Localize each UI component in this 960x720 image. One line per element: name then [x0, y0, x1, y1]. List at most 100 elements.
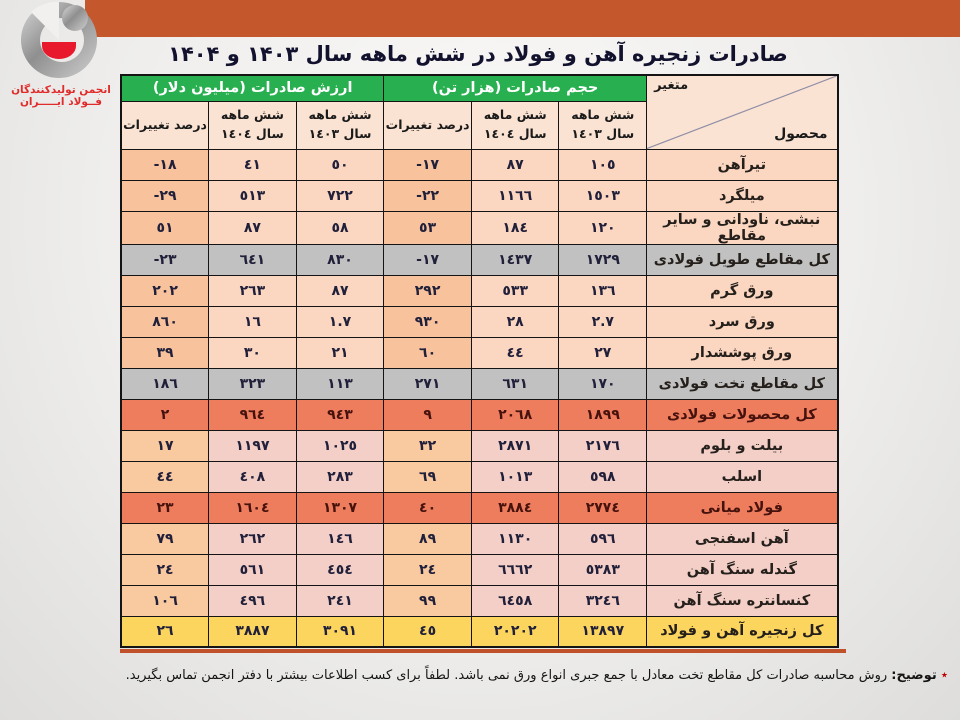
value-cell: ٧٢٢ [295, 179, 385, 212]
volume-cell: -١٧ [383, 243, 472, 276]
value-cell: ٥١٣ [208, 179, 297, 212]
volume-cell: ١١٣٠ [470, 522, 560, 555]
volume-cell: ١٥٠٣ [558, 179, 648, 212]
volume-cell: ٦٩ [383, 460, 472, 493]
table-row: اسلب ٥٩٨ ١٠١٣ ٦٩ ٢٨٣ ٤٠٨ ٤٤ [120, 460, 839, 493]
volume-cell: ٢٩٢ [383, 274, 472, 307]
corner-product-label: محصول [774, 125, 828, 142]
volume-cell: ٦٦٦٢ [470, 553, 560, 586]
volume-cell: ١٣٦ [558, 274, 648, 307]
value-cell: ٤٩٦ [208, 584, 297, 617]
volume-cell: ٩ [383, 398, 472, 431]
value-cell: ٢٤١ [295, 584, 385, 617]
volume-1403-header: شش ماهه سال ١٤٠٣ [558, 100, 648, 150]
product-cell: کل مقاطع تخت فولادی [646, 367, 839, 400]
value-cell: ٣٨٨٧ [208, 615, 297, 648]
steel-association-logo-icon [21, 1, 98, 78]
value-cell: ١.٧ [295, 305, 385, 338]
volume-cell: ١٧٠ [558, 367, 648, 400]
table-row: بیلت و بلوم ٢١٧٦ ٢٨٧١ ٣٢ ١٠٢٥ ١١٩٧ ١٧ [120, 429, 839, 462]
value-cell: ٣٠٩١ [295, 615, 385, 648]
volume-cell: ١٨٤ [470, 210, 560, 245]
logo-text-line1: انجمن تولیدکنندگان [11, 84, 111, 96]
volume-cell: -١٧ [383, 148, 472, 181]
logo: انجمن تولیدکنندگان فــولاد ایـــــران [2, 0, 120, 108]
volume-cell: ٦٠ [383, 336, 472, 369]
product-cell: میلگرد [646, 179, 839, 212]
volume-cell: ٤٤ [470, 336, 560, 369]
volume-cell: ١٣٨٩٧ [558, 615, 648, 648]
table-row: کل زنجیره آهن و فولاد ١٣٨٩٧ ٢٠٢٠٢ ٤٥ ٣٠٩١ ٣٨٨… [120, 615, 839, 648]
volume-cell: ١٤٣٧ [470, 243, 560, 276]
value-cell: ٩٤٣ [295, 398, 385, 431]
volume-cell: ٥٩٦ [558, 522, 648, 555]
table-row: آهن اسفنجی ٥٩٦ ١١٣٠ ٨٩ ١٤٦ ٢٦٢ ٧٩ [120, 522, 839, 555]
footnote-label: توضیح: [891, 668, 937, 683]
value-cell: -١٨ [120, 148, 210, 181]
volume-cell: -٢٢ [383, 179, 472, 212]
volume-cell: ١٠١٣ [470, 460, 560, 493]
table-row: ورق گرم ١٣٦ ٥٣٣ ٢٩٢ ٨٧ ٢٦٣ ٢٠٢ [120, 274, 839, 307]
value-cell: ٢٣ [120, 491, 210, 524]
value-cell: ١١٣ [295, 367, 385, 400]
value-cell: ١٣٠٧ [295, 491, 385, 524]
value-cell: ٢٦٢ [208, 522, 297, 555]
logo-text-line2: فــولاد ایـــــران [19, 96, 103, 109]
table-row: کل مقاطع تخت فولادی ١٧٠ ٦٣١ ٢٧١ ١١٣ ٣٢٣ ١٨٦ [120, 367, 839, 400]
volume-cell: ٢٧٧٤ [558, 491, 648, 524]
value-cell: ١٧ [120, 429, 210, 462]
volume-cell: ٤٠ [383, 491, 472, 524]
product-cell: نبشی، ناودانی و سایر مقاطع [646, 210, 839, 245]
value-cell: ١٠٢٥ [295, 429, 385, 462]
volume-cell: ٣٢ [383, 429, 472, 462]
exports-table: متغیر محصول حجم صادرات (هزار تن) ارزش صا… [120, 74, 839, 648]
table-row: گندله سنگ آهن ٥٣٨٣ ٦٦٦٢ ٢٤ ٤٥٤ ٥٦١ ٢٤ [120, 553, 839, 586]
product-cell: فولاد میانی [646, 491, 839, 524]
footnote-text: روش محاسبه صادرات کل مقاطع تخت معادل با … [125, 668, 888, 683]
value-cell: ٥٨ [295, 210, 385, 245]
volume-cell: ٥٣٨٣ [558, 553, 648, 586]
value-cell: ٢٨٣ [295, 460, 385, 493]
value-cell: ٤٤ [120, 460, 210, 493]
volume-cell: ٢٧ [558, 336, 648, 369]
value-cell: ٣٩ [120, 336, 210, 369]
value-cell: ٣٢٣ [208, 367, 297, 400]
product-cell: اسلب [646, 460, 839, 493]
volume-cell: ٣٢٤٦ [558, 584, 648, 617]
value-cell: ٤٠٨ [208, 460, 297, 493]
product-cell: تیرآهن [646, 148, 839, 181]
volume-cell: ١٢٠ [558, 210, 648, 245]
value-group-header: ارزش صادرات (میلیون دلار) [120, 74, 385, 102]
volume-change-header: درصد تغییرات [383, 100, 472, 150]
volume-cell: ٢٨٧١ [470, 429, 560, 462]
value-cell: ١٤٦ [295, 522, 385, 555]
product-cell: کل مقاطع طویل فولادی [646, 243, 839, 276]
value-cell: ٥٠ [295, 148, 385, 181]
product-cell: کل محصولات فولادی [646, 398, 839, 431]
volume-cell: ٨٩ [383, 522, 472, 555]
footnote-star-marker: ٭ [940, 668, 948, 683]
volume-cell: ١٠٥ [558, 148, 648, 181]
value-cell: ٩٦٤ [208, 398, 297, 431]
volume-1404-header: شش ماهه سال ١٤٠٤ [470, 100, 560, 150]
volume-cell: ٩٩ [383, 584, 472, 617]
volume-cell: ٣٨٨٤ [470, 491, 560, 524]
volume-cell: ٦٤٥٨ [470, 584, 560, 617]
corner-variable-label: متغیر [654, 78, 689, 93]
product-cell: گندله سنگ آهن [646, 553, 839, 586]
product-cell: ورق گرم [646, 274, 839, 307]
value-cell: ٢١ [295, 336, 385, 369]
volume-cell: ٨٧ [470, 148, 560, 181]
value-cell: ٦٤١ [208, 243, 297, 276]
volume-cell: ٥٣٣ [470, 274, 560, 307]
value-cell: ١٦٠٤ [208, 491, 297, 524]
value-cell: ١٦ [208, 305, 297, 338]
value-cell: -٢٩ [120, 179, 210, 212]
product-cell: ورق سرد [646, 305, 839, 338]
volume-cell: ٢٠٦٨ [470, 398, 560, 431]
top-band [85, 0, 960, 37]
volume-group-header: حجم صادرات (هزار تن) [383, 74, 648, 102]
divider-rule [120, 649, 846, 653]
product-cell: آهن اسفنجی [646, 522, 839, 555]
volume-cell: ١٨٩٩ [558, 398, 648, 431]
